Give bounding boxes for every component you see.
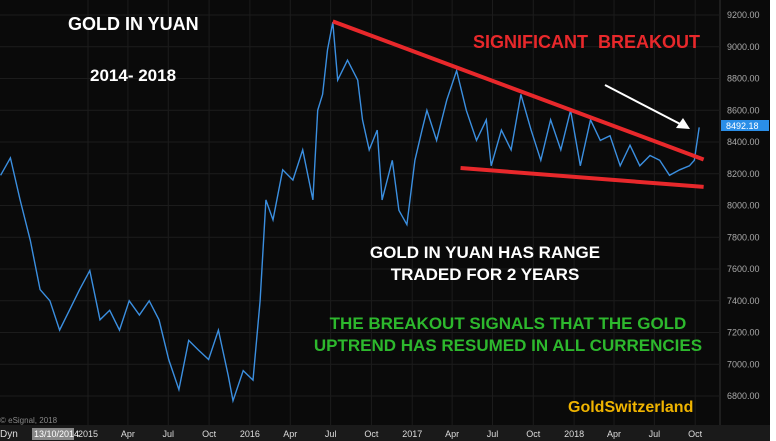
x-axis-bar	[0, 425, 770, 441]
y-tick-label: 7800.00	[727, 232, 760, 242]
arrow-line	[604, 84, 685, 127]
y-tick-label: 6800.00	[727, 391, 760, 401]
cursor-date: 13/10/2014	[34, 429, 79, 439]
axis-prefix: Dyn	[0, 429, 18, 440]
last-value: 8492.18	[726, 121, 759, 131]
y-tick-label: 8000.00	[727, 201, 760, 211]
signal-label: THE BREAKOUT SIGNALS THAT THE GOLD UPTRE…	[292, 313, 724, 357]
y-tick-label: 9000.00	[727, 42, 760, 52]
chart-title: GOLD IN YUAN	[68, 14, 199, 34]
x-tick-label: Apr	[283, 429, 297, 439]
y-tick-label: 8200.00	[727, 169, 760, 179]
y-tick-label: 8400.00	[727, 137, 760, 147]
x-tick-label: Jul	[163, 429, 175, 439]
y-tick-label: 7200.00	[727, 328, 760, 338]
arrow-head-icon	[676, 118, 690, 129]
y-tick-label: 8800.00	[727, 74, 760, 84]
x-tick-label: Oct	[364, 429, 379, 439]
price-line	[0, 21, 700, 404]
y-tick-label: 8600.00	[727, 105, 760, 115]
copyright: © eSignal, 2018	[0, 416, 58, 425]
x-tick-label: Apr	[607, 429, 621, 439]
chart-subtitle: 2014- 2018	[90, 66, 177, 85]
x-tick-label: Apr	[445, 429, 459, 439]
x-tick-label: Oct	[526, 429, 541, 439]
range-line-1: GOLD IN YUAN HAS RANGE	[369, 243, 601, 262]
y-tick-label: 7000.00	[727, 359, 760, 369]
trendline	[460, 166, 704, 189]
signal-line-1: THE BREAKOUT SIGNALS THAT THE GOLD	[329, 314, 687, 333]
last-value-badge	[721, 120, 769, 131]
range-label: GOLD IN YUAN HAS RANGE TRADED FOR 2 YEAR…	[350, 242, 620, 286]
x-tick-label: Jul	[487, 429, 499, 439]
x-tick-label: 2016	[240, 429, 260, 439]
x-tick-label: 2018	[564, 429, 584, 439]
x-tick-label: Jul	[325, 429, 337, 439]
y-tick-label: 7400.00	[727, 296, 760, 306]
x-tick-label: Jul	[649, 429, 661, 439]
range-line-2: TRADED FOR 2 YEARS	[390, 265, 580, 284]
trendline	[332, 19, 705, 162]
cursor-date-badge	[32, 428, 74, 440]
y-tick-label: 9200.00	[727, 10, 760, 20]
x-tick-label: 2015	[78, 429, 98, 439]
signal-line-2: UPTREND HAS RESUMED IN ALL CURRENCIES	[313, 336, 703, 355]
x-tick-label: Oct	[688, 429, 703, 439]
breakout-label: SIGNIFICANT BREAKOUT	[473, 32, 700, 52]
x-tick-label: 2017	[402, 429, 422, 439]
y-tick-label: 7600.00	[727, 264, 760, 274]
x-tick-label: Apr	[121, 429, 135, 439]
x-tick-label: Oct	[202, 429, 217, 439]
brand-logo: GoldSwitzerland	[568, 399, 694, 416]
